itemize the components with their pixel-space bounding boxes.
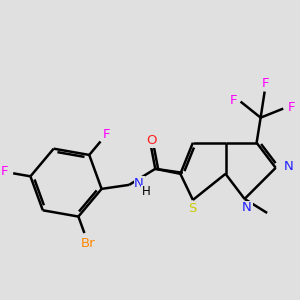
Text: F: F: [1, 165, 8, 178]
Text: F: F: [102, 128, 110, 142]
Text: F: F: [262, 77, 269, 90]
Text: S: S: [188, 202, 196, 215]
Text: N: N: [242, 201, 252, 214]
Text: N: N: [134, 177, 144, 190]
Text: Br: Br: [81, 237, 96, 250]
Text: F: F: [287, 101, 295, 114]
Text: N: N: [284, 160, 294, 173]
Text: H: H: [142, 185, 151, 198]
Text: O: O: [146, 134, 157, 147]
Text: F: F: [230, 94, 237, 107]
